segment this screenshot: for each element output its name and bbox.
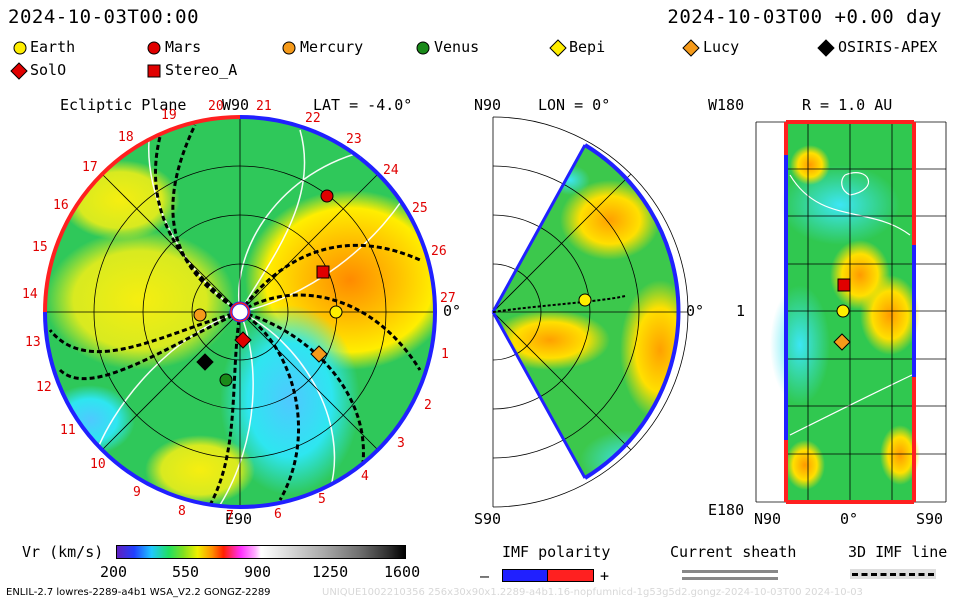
rot-tick-18: 18 [118,130,134,145]
rot-tick-21: 21 [256,99,272,114]
rot-tick-20: 20 [208,99,224,114]
legend-venus-label: Venus [434,38,480,56]
map-stereo-a-marker [837,278,851,292]
mars-marker [320,189,334,203]
rot-tick-24: 24 [383,163,399,178]
left-timestamp: 2024-10-03T00:00 [8,6,200,28]
rot-tick-6: 6 [274,507,282,522]
rot-tick-7: 7 [226,509,234,524]
legend-lucy-label: Lucy [703,38,740,56]
ecliptic-lat-label: LAT = -4.0° [313,96,413,114]
rot-tick-10: 10 [90,457,106,472]
legend-osiris-marker [817,39,835,57]
rot-tick-9: 9 [133,485,141,500]
colorbar-tick-4: 1250 [312,563,349,581]
rot-tick-23: 23 [346,132,362,147]
map-n90-label: N90 [754,510,782,528]
ecliptic-plane-plot: 1 2 3 4 5 6 7 8 9 10 11 12 13 14 15 16 1… [22,99,456,524]
colorbar-tick-5: 1600 [384,563,421,581]
imf-polarity-plus: + [600,567,610,585]
earth-marker [329,305,343,319]
footer-model: ENLIL-2.7 lowres-2289-a4b1 WSA_V2.2 GONG… [6,587,271,598]
rot-tick-25: 25 [412,201,428,216]
rot-tick-19: 19 [161,108,177,123]
map-e180-label: E180 [708,501,745,519]
meridional-earth-marker [578,293,592,307]
map-one-label: 1 [736,302,746,320]
marker-legend [10,39,835,80]
rot-tick-4: 4 [361,469,369,484]
stereo-a-marker [316,265,330,279]
ecliptic-e90-label: E90 [225,510,253,528]
rot-tick-5: 5 [318,492,326,507]
legend-solo-label: SolO [30,61,67,79]
colorbar-tick-1: 200 [100,563,128,581]
rot-tick-12: 12 [36,380,52,395]
rot-tick-3: 3 [397,436,405,451]
imf-line-sample [852,573,934,576]
imf-line-label: 3D IMF line [848,543,948,561]
right-timestamp: 2024-10-03T00 +0.00 day [667,6,942,28]
rot-tick-16: 16 [53,198,69,213]
rot-tick-8: 8 [178,504,186,519]
map-zero-label: 0° [840,510,859,528]
ecliptic-zero-label: 0° [443,302,462,320]
legend-osiris-label: OSIRIS-APEX [838,38,938,56]
legend-mars-label: Mars [165,38,202,56]
legend-mercury-marker [282,41,296,55]
legend-earth-label: Earth [30,38,76,56]
meridional-zero-label: 0° [686,302,705,320]
legend-bepi-label: Bepi [569,38,606,56]
rot-tick-2: 2 [424,398,432,413]
rot-tick-26: 26 [431,244,447,259]
legend-venus-marker [416,41,430,55]
rot-tick-11: 11 [60,423,76,438]
colorbar-tick-2: 550 [172,563,200,581]
meridional-lon-label: LON = 0° [538,96,611,114]
lucy-marker [310,345,328,363]
venus-marker [219,373,233,387]
colorbar-tick-3: 900 [244,563,272,581]
legend-earth-marker [13,41,27,55]
rot-tick-14: 14 [22,287,38,302]
legend-mars-marker [147,41,161,55]
rot-tick-15: 15 [32,240,48,255]
legend-stereo-marker [147,64,161,78]
solo-marker [234,331,252,349]
colorbar-label: Vr (km/s) [22,543,104,561]
ecliptic-w90-label: W90 [222,96,250,114]
ecliptic-title: Ecliptic Plane [60,96,187,114]
imf-polarity-positive-swatch [547,569,594,582]
imf-polarity-minus: – [480,567,490,585]
legend-mercury-label: Mercury [300,38,364,56]
map-s90-label: S90 [916,510,944,528]
legend-lucy-marker [682,39,700,57]
footer-ident: UNIQUE1002210356 256x30x90x1.2289-a4b1.1… [322,587,863,598]
meridional-n90-label: N90 [474,96,502,114]
rot-tick-1: 1 [441,347,449,362]
rot-tick-22: 22 [305,111,321,126]
rot-tick-17: 17 [82,160,98,175]
mercury-marker [193,308,207,322]
map-lucy-marker [833,333,851,351]
legend-solo-marker [10,62,28,80]
map-w180-label: W180 [708,96,745,114]
meridional-s90-label: S90 [474,510,502,528]
rot-tick-27: 27 [440,291,456,306]
map-earth-marker [836,304,850,318]
legend-stereo-label: Stereo_A [165,61,238,79]
imf-polarity-label: IMF polarity [502,543,611,561]
meridional-plot [491,116,689,508]
legend-bepi-marker [549,39,567,57]
osiris-marker [196,353,214,371]
current-sheath-line-2 [682,577,778,580]
latlon-map-plot [755,120,947,504]
current-sheath-line-1 [682,570,778,573]
colorbar-gradient [116,545,406,559]
imf-polarity-negative-swatch [502,569,549,582]
map-r-label: R = 1.0 AU [802,96,893,114]
rot-tick-13: 13 [25,335,41,350]
current-sheath-label: Current sheath [670,543,797,561]
